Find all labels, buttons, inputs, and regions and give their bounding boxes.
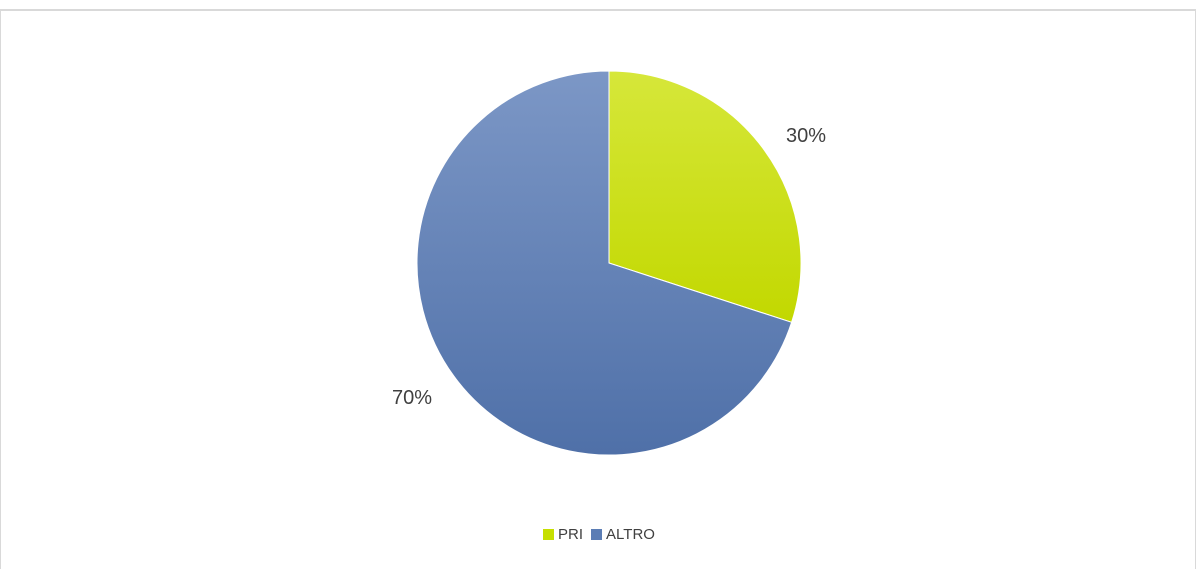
- pie-slice-altro[interactable]: [416, 70, 793, 456]
- legend-swatch-pri: [543, 529, 555, 540]
- legend-item-pri[interactable]: PRI: [543, 526, 583, 543]
- data-label-pri: 30%: [786, 125, 826, 147]
- pie-slice-pri[interactable]: [608, 70, 802, 323]
- legend-label-altro: ALTRO: [606, 526, 655, 543]
- legend-label-pri: PRI: [558, 526, 584, 543]
- data-label-altro: 70%: [392, 387, 432, 409]
- legend-item-altro[interactable]: ALTRO: [591, 526, 655, 543]
- legend: PRI ALTRO: [0, 526, 1198, 543]
- legend-swatch-altro: [591, 529, 603, 540]
